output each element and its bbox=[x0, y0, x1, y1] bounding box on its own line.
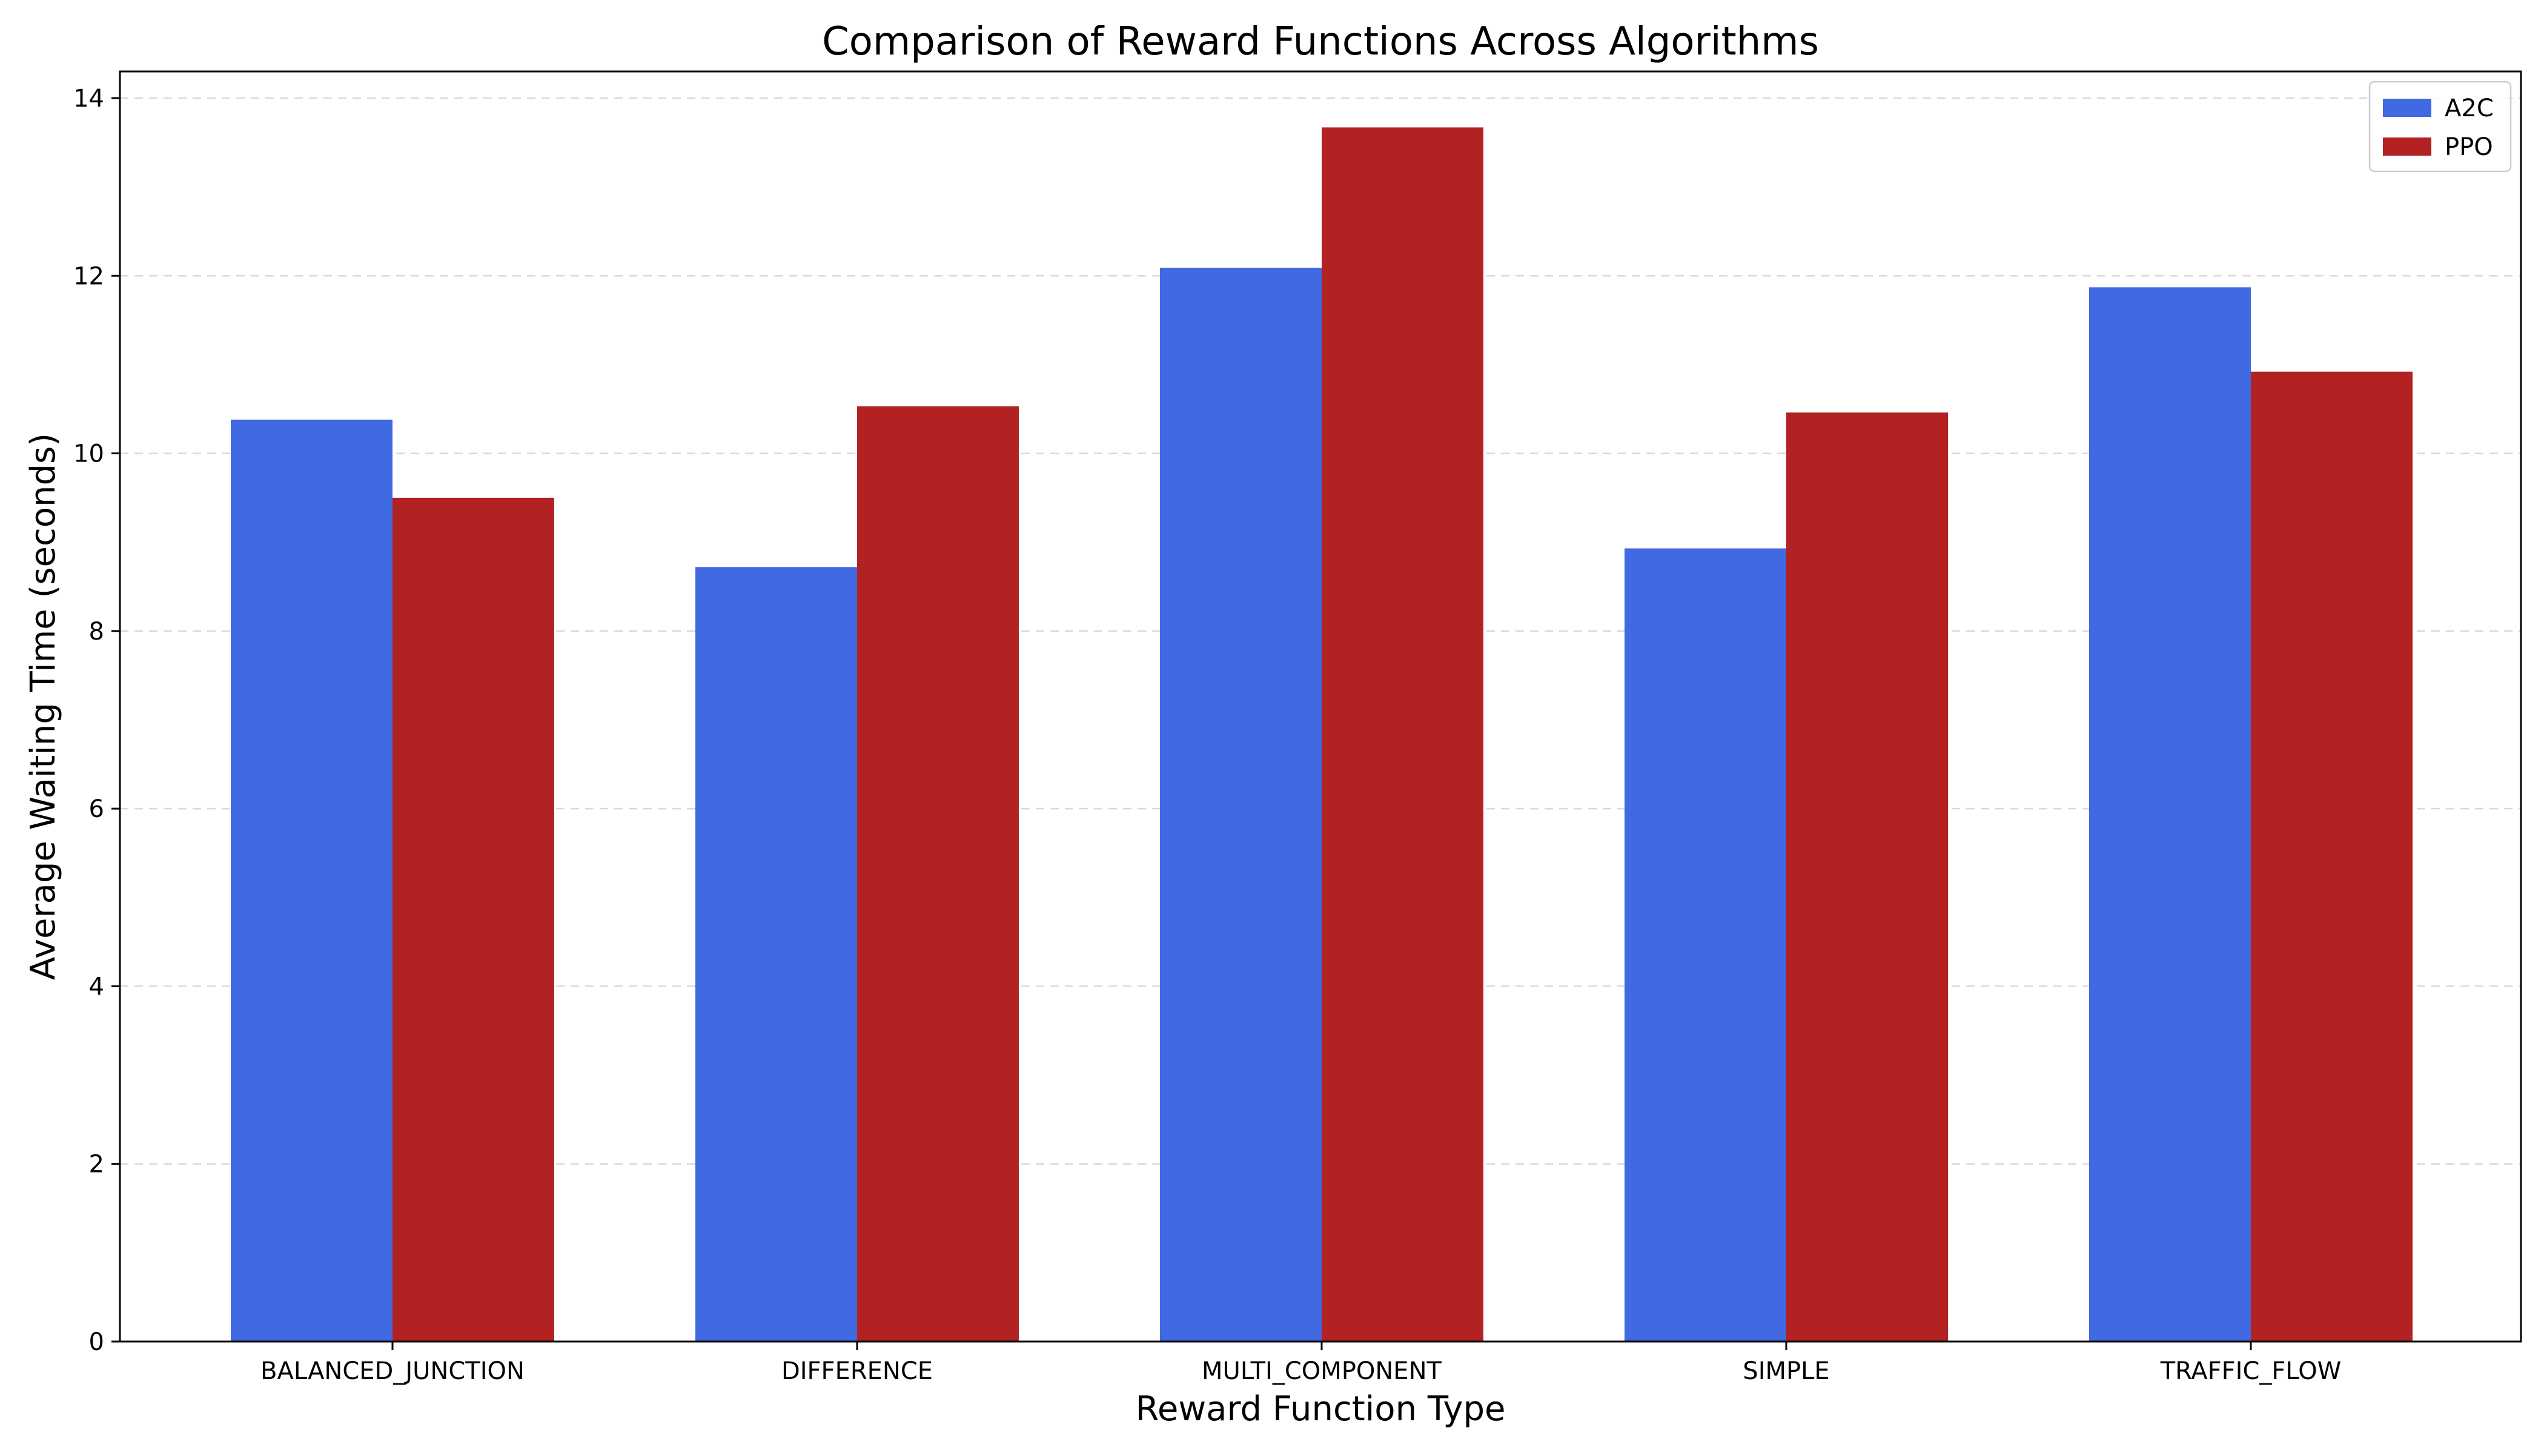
bar-ppo-multi-component bbox=[1322, 127, 1483, 1342]
y-tick-label: 6 bbox=[89, 795, 104, 823]
bar-a2c-multi-component bbox=[1160, 268, 1322, 1342]
x-tick-label: TRAFFIC_FLOW bbox=[2160, 1357, 2342, 1385]
bar-ppo-difference bbox=[857, 406, 1019, 1342]
legend-label-a2c: A2C bbox=[2445, 94, 2494, 122]
chart-title: Comparison of Reward Functions Across Al… bbox=[822, 19, 1819, 64]
legend-label-ppo: PPO bbox=[2445, 133, 2493, 161]
x-tick-label: MULTI_COMPONENT bbox=[1202, 1357, 1442, 1385]
bar-ppo-traffic-flow bbox=[2251, 371, 2413, 1342]
legend-swatch-a2c bbox=[2383, 99, 2431, 117]
bar-a2c-balanced-junction bbox=[231, 419, 393, 1342]
y-tick-label: 2 bbox=[89, 1151, 104, 1179]
y-tick-label: 8 bbox=[89, 618, 104, 646]
y-tick-label: 12 bbox=[73, 262, 104, 290]
y-axis-label: Average Waiting Time (seconds) bbox=[24, 433, 63, 980]
y-tick-label: 0 bbox=[89, 1328, 104, 1356]
bar-a2c-simple bbox=[1625, 548, 1786, 1342]
y-tick-label: 10 bbox=[73, 440, 104, 468]
y-axis: 0 2 4 6 8 10 12 14 bbox=[73, 85, 120, 1356]
bars bbox=[231, 127, 2413, 1342]
bar-a2c-difference bbox=[695, 567, 857, 1342]
x-axis: BALANCED_JUNCTION DIFFERENCE MULTI_COMPONE… bbox=[260, 1342, 2341, 1385]
y-tick-label: 4 bbox=[89, 973, 104, 1001]
x-tick-label: SIMPLE bbox=[1743, 1357, 1829, 1385]
x-axis-label: Reward Function Type bbox=[1136, 1389, 1506, 1429]
legend: A2C PPO bbox=[2368, 81, 2512, 173]
y-tick-label: 14 bbox=[73, 85, 104, 113]
bar-ppo-balanced-junction bbox=[393, 497, 554, 1342]
legend-swatch-ppo bbox=[2383, 137, 2431, 156]
bar-ppo-simple bbox=[1786, 412, 1948, 1342]
x-tick-label: DIFFERENCE bbox=[781, 1357, 933, 1385]
plot-frame bbox=[119, 70, 2522, 1343]
x-tick-label: BALANCED_JUNCTION bbox=[260, 1357, 525, 1385]
bar-a2c-traffic-flow bbox=[2089, 287, 2251, 1342]
